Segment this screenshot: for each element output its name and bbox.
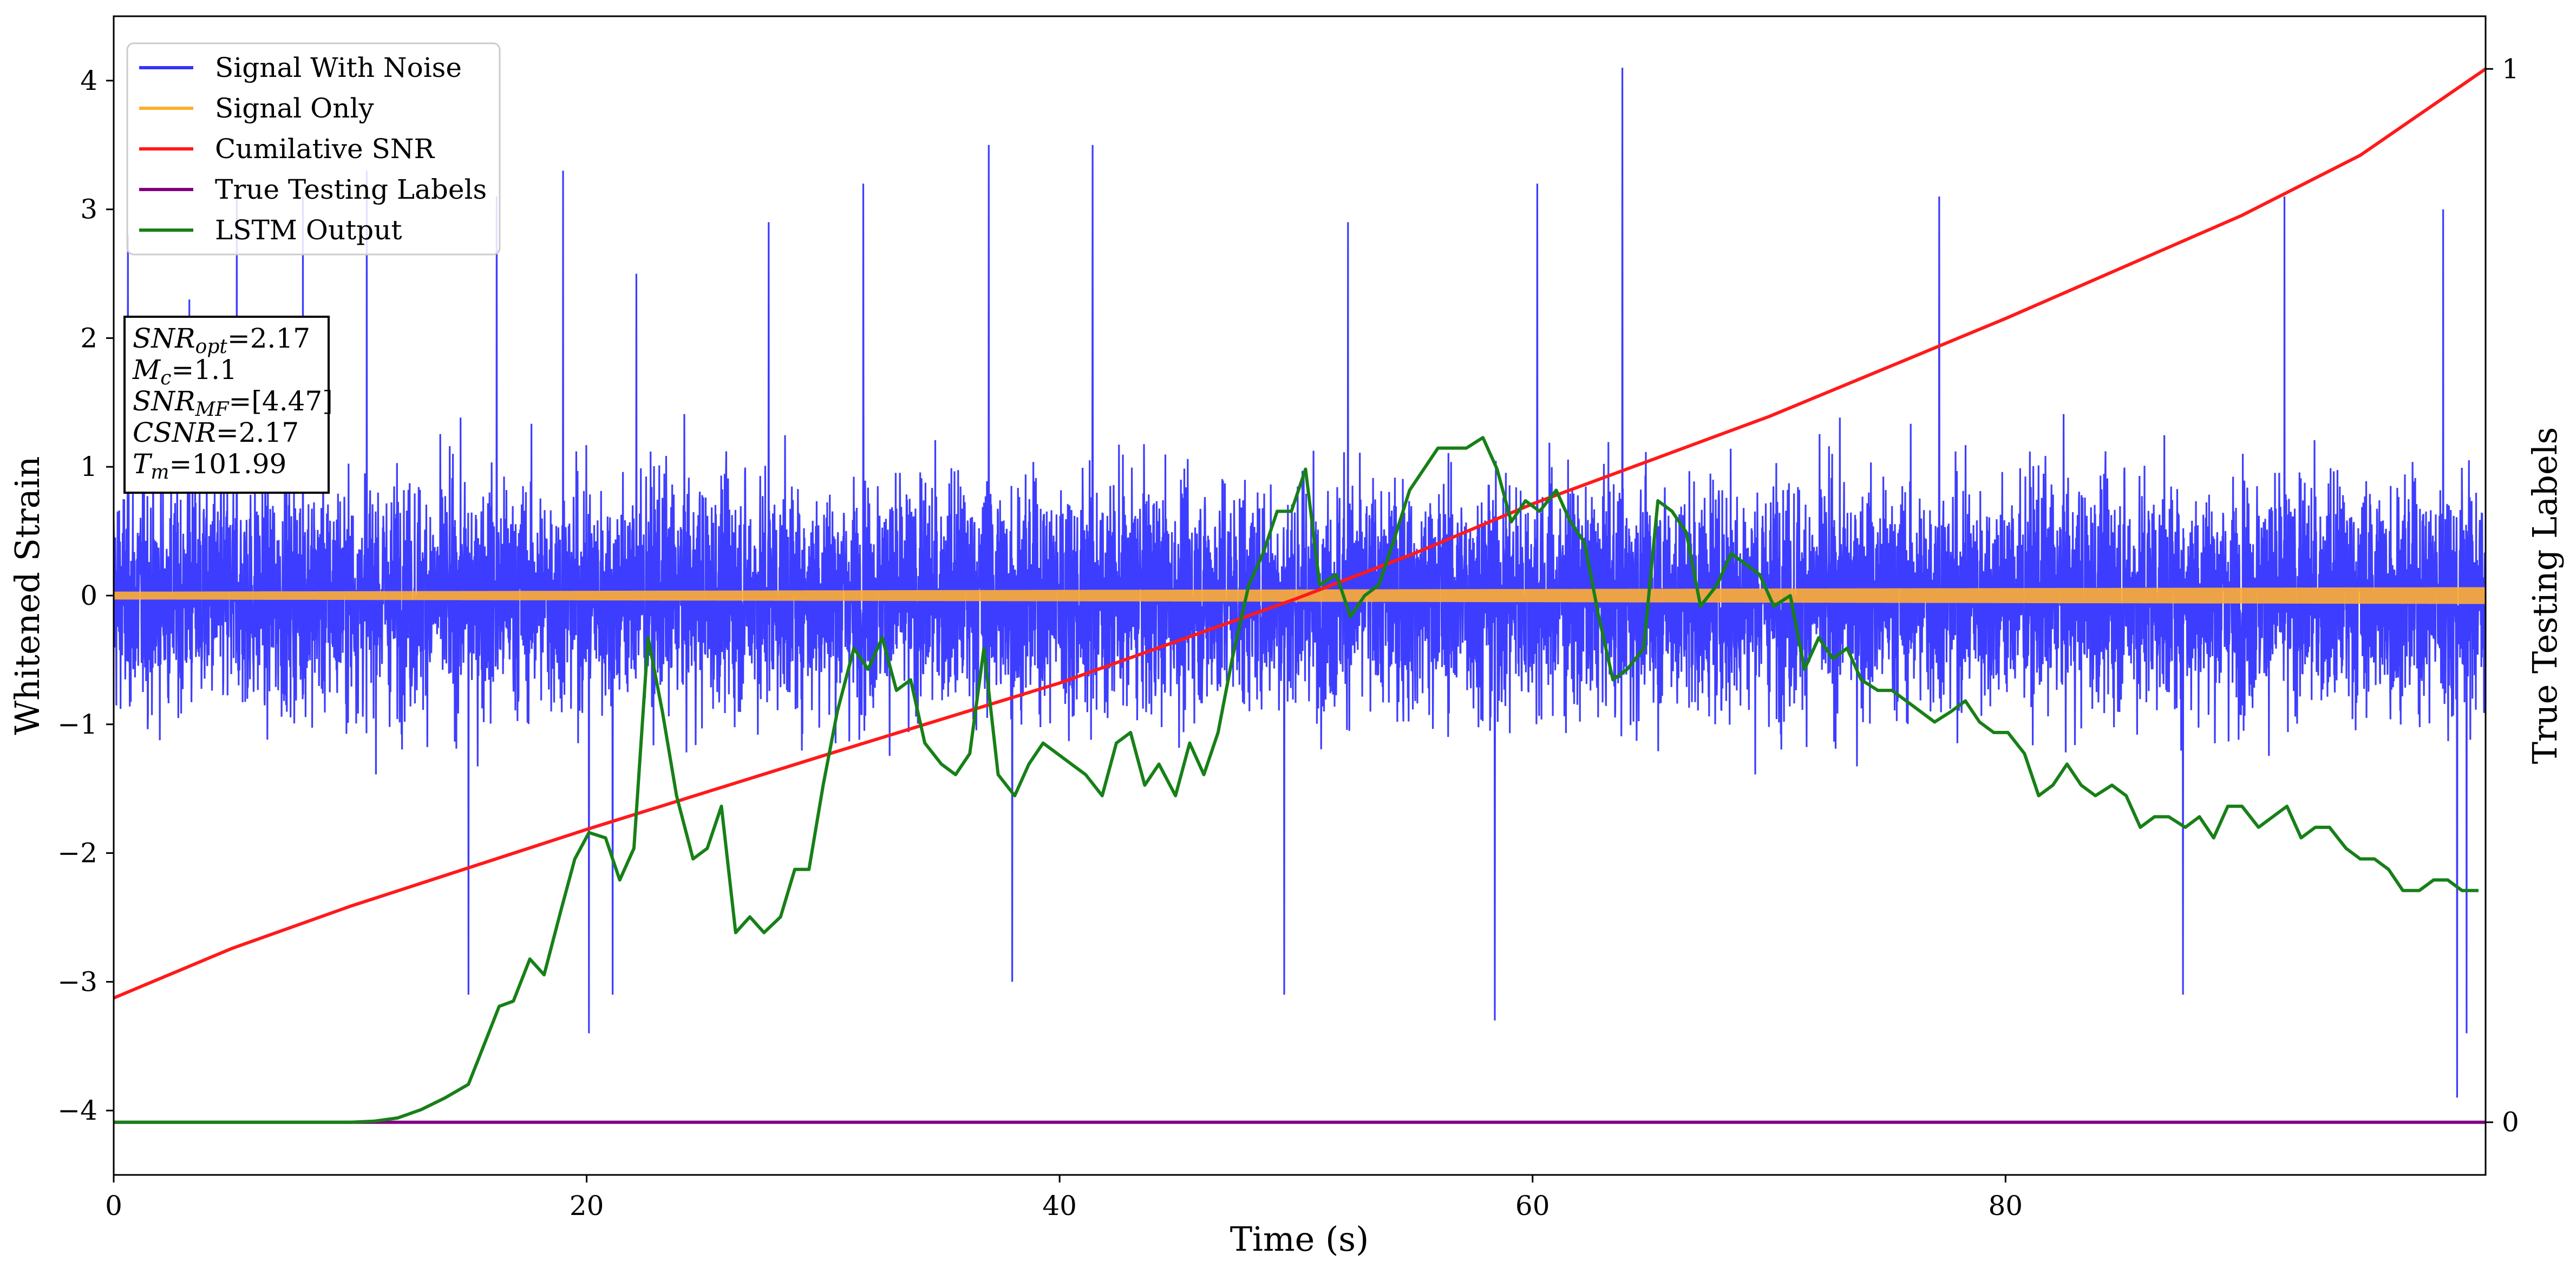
series-signal-only xyxy=(114,587,2486,604)
annotation-value: =101.99 xyxy=(169,448,287,480)
y-tick-label: 2 xyxy=(80,322,97,354)
legend-label: LSTM Output xyxy=(215,214,402,246)
series-signal-with-noise xyxy=(114,68,2486,1098)
x-tick-label: 40 xyxy=(1042,1190,1077,1221)
y-tick-label: 4 xyxy=(80,65,97,96)
annotation-value: =2.17 xyxy=(227,323,310,354)
annotation-value: =[4.47] xyxy=(229,386,333,417)
y-tick-label: −3 xyxy=(57,966,97,997)
annotation-value: =1.1 xyxy=(171,354,237,386)
y-tick-label: −2 xyxy=(57,838,97,869)
x-tick-label: 80 xyxy=(1989,1190,2023,1221)
y-axis-title: Whitened Strain xyxy=(8,456,47,735)
annotation-line: Mc=1.1 xyxy=(132,354,237,389)
x-axis-title: Time (s) xyxy=(1230,1219,1369,1259)
annotation-subscript: MF xyxy=(195,398,230,421)
annotation-symbol: SNR xyxy=(133,386,195,417)
y-tick-label: 3 xyxy=(80,194,97,225)
x-tick-label: 0 xyxy=(105,1190,122,1221)
annotation-value: =2.17 xyxy=(216,417,299,448)
legend: Signal With Noise Signal Only Cumilative S… xyxy=(126,42,501,256)
annotation-line: SNRopt=2.17 xyxy=(133,323,310,358)
annotation-symbol: T xyxy=(133,448,153,480)
annotation-subscript: c xyxy=(160,367,171,389)
annotation-line: SNRMF=[4.47] xyxy=(133,386,333,421)
y-tick-label: −4 xyxy=(57,1095,97,1126)
legend-label: True Testing Labels xyxy=(215,174,487,205)
right-tick-label: 1 xyxy=(2502,53,2519,84)
annotation-box: SNRopt=2.17Mc=1.1SNRMF=[4.47]CSNR=2.17Tm… xyxy=(123,316,333,494)
right-tick-label: 0 xyxy=(2502,1107,2519,1138)
annotation-symbol: CSNR xyxy=(133,417,216,448)
y-tick-label: 0 xyxy=(80,580,97,611)
annotation-subscript: m xyxy=(151,461,169,484)
y-tick-label: −1 xyxy=(57,709,97,740)
y-tick-label: 1 xyxy=(80,451,97,482)
annotation-line: Tm=101.99 xyxy=(133,448,286,484)
legend-label: Cumilative SNR xyxy=(215,133,435,165)
series-cumilative-snr xyxy=(114,67,2486,999)
annotation-symbol: M xyxy=(132,354,161,386)
x-tick-label: 60 xyxy=(1515,1190,1550,1221)
right-axis-title: True Testing Labels xyxy=(2525,427,2565,765)
plot-area xyxy=(114,67,2486,1124)
annotation-symbol: SNR xyxy=(133,323,195,354)
annotation-frame xyxy=(123,316,330,494)
legend-label: Signal With Noise xyxy=(215,52,462,83)
series-lstm-output xyxy=(114,436,2479,1124)
annotation-subscript: opt xyxy=(195,336,228,358)
legend-frame xyxy=(126,42,501,256)
legend-label: Signal Only xyxy=(215,93,374,124)
annotation-line: CSNR=2.17 xyxy=(133,417,299,448)
x-tick-label: 20 xyxy=(570,1190,604,1221)
